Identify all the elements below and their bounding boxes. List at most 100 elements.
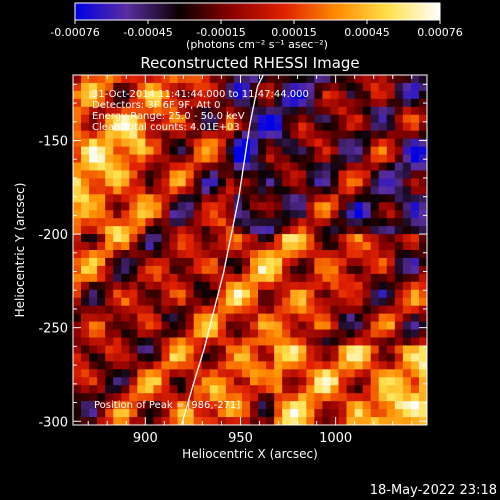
- heatmap-cell: [258, 226, 267, 235]
- heatmap-cell: [73, 82, 82, 92]
- heatmap-cell: [193, 170, 203, 179]
- heatmap-cell: [418, 218, 427, 227]
- heatmap-cell: [362, 377, 372, 386]
- heatmap-cell: [241, 170, 251, 179]
- heatmap-cell: [153, 409, 163, 418]
- heatmap-cell: [233, 369, 243, 378]
- heatmap-cell: [306, 202, 315, 211]
- heatmap-cell: [306, 82, 315, 92]
- heatmap-cell: [418, 122, 427, 132]
- heatmap-cell: [209, 162, 219, 172]
- heatmap-cell: [105, 337, 114, 347]
- heatmap-cell: [121, 377, 130, 386]
- heatmap-cell: [177, 337, 187, 347]
- heatmap-cell: [418, 234, 427, 243]
- heatmap-cell: [322, 401, 332, 410]
- heatmap-cell: [338, 265, 348, 275]
- heatmap-cell: [250, 297, 259, 307]
- heatmap-cell: [161, 353, 171, 362]
- heatmap-cell: [209, 409, 219, 418]
- heatmap-cell: [225, 186, 235, 195]
- heatmap-cell: [177, 82, 187, 92]
- heatmap-cell: [185, 417, 195, 425]
- heatmap-cell: [330, 226, 340, 235]
- heatmap-cell: [258, 130, 267, 140]
- heatmap-cell: [97, 393, 106, 402]
- heatmap-cell: [266, 385, 275, 394]
- heatmap-cell: [378, 154, 388, 164]
- heatmap-cell: [129, 210, 138, 219]
- heatmap-cell: [137, 353, 147, 362]
- heatmap-cell: [153, 242, 163, 251]
- heatmap-cell: [161, 337, 171, 347]
- heatmap-cell: [322, 82, 332, 92]
- heatmap-cell: [290, 98, 299, 108]
- heatmap-cell: [338, 98, 348, 108]
- heatmap-cell: [274, 297, 283, 307]
- heatmap-cell: [129, 242, 138, 251]
- heatmap-cell: [97, 98, 106, 108]
- heatmap-cell: [193, 377, 203, 386]
- heatmap-cell: [217, 361, 227, 370]
- heatmap-cell: [121, 273, 130, 283]
- heatmap-cell: [402, 337, 412, 347]
- heatmap-cell: [322, 377, 332, 386]
- heatmap-cell: [338, 114, 348, 124]
- heatmap-cell: [274, 337, 283, 347]
- heatmap-cell: [314, 98, 324, 108]
- heatmap-cell: [258, 321, 267, 331]
- heatmap-cell: [418, 329, 427, 339]
- heatmap-cell: [394, 154, 404, 164]
- heatmap-cell: [378, 417, 388, 425]
- heatmap-cell: [193, 122, 203, 132]
- heatmap-cell: [298, 265, 307, 275]
- heatmap-cell: [410, 385, 420, 394]
- heatmap-cell: [298, 106, 307, 116]
- heatmap-cell: [137, 409, 147, 418]
- heatmap-cell: [266, 242, 275, 251]
- heatmap-cell: [394, 226, 404, 235]
- heatmap-cell: [250, 210, 259, 219]
- heatmap-cell: [394, 130, 404, 140]
- heatmap-cell: [370, 114, 380, 124]
- heatmap-cell: [233, 265, 243, 275]
- heatmap-cell: [209, 186, 219, 195]
- heatmap-cell: [145, 337, 155, 347]
- heatmap-cell: [346, 122, 356, 132]
- heatmap-cell: [298, 75, 307, 84]
- heatmap-cell: [418, 305, 427, 315]
- heatmap-cell: [137, 130, 147, 140]
- heatmap-cell: [370, 337, 380, 347]
- heatmap-cell: [161, 226, 171, 235]
- heatmap-cell: [346, 194, 356, 203]
- heatmap-cell: [233, 202, 243, 211]
- heatmap-cell: [282, 170, 291, 179]
- heatmap-cell: [306, 114, 315, 124]
- heatmap-cell: [145, 250, 155, 259]
- heatmap-cell: [233, 178, 243, 187]
- heatmap-cell: [298, 281, 307, 291]
- heatmap-cell: [370, 409, 380, 418]
- heatmap-cell: [233, 401, 243, 410]
- heatmap-cell: [129, 202, 138, 211]
- heatmap-cell: [137, 178, 147, 187]
- heatmap-cell: [322, 353, 332, 362]
- heatmap-cell: [394, 178, 404, 187]
- x-tick-label: 1000: [319, 431, 352, 446]
- heatmap-cell: [394, 242, 404, 251]
- heatmap-cell: [209, 281, 219, 291]
- heatmap-cell: [418, 353, 427, 362]
- heatmap-cell: [418, 297, 427, 307]
- heatmap-cell: [209, 114, 219, 124]
- heatmap-cell: [193, 353, 203, 362]
- heatmap-cell: [322, 329, 332, 339]
- heatmap-cell: [258, 369, 267, 378]
- heatmap-cell: [258, 361, 267, 370]
- heatmap-cell: [418, 409, 427, 418]
- heatmap-cell: [346, 250, 356, 259]
- heatmap-cell: [338, 401, 348, 410]
- heatmap-cell: [370, 218, 380, 227]
- heatmap-cell: [306, 281, 315, 291]
- heatmap-cell: [81, 417, 90, 425]
- heatmap-cell: [233, 114, 243, 124]
